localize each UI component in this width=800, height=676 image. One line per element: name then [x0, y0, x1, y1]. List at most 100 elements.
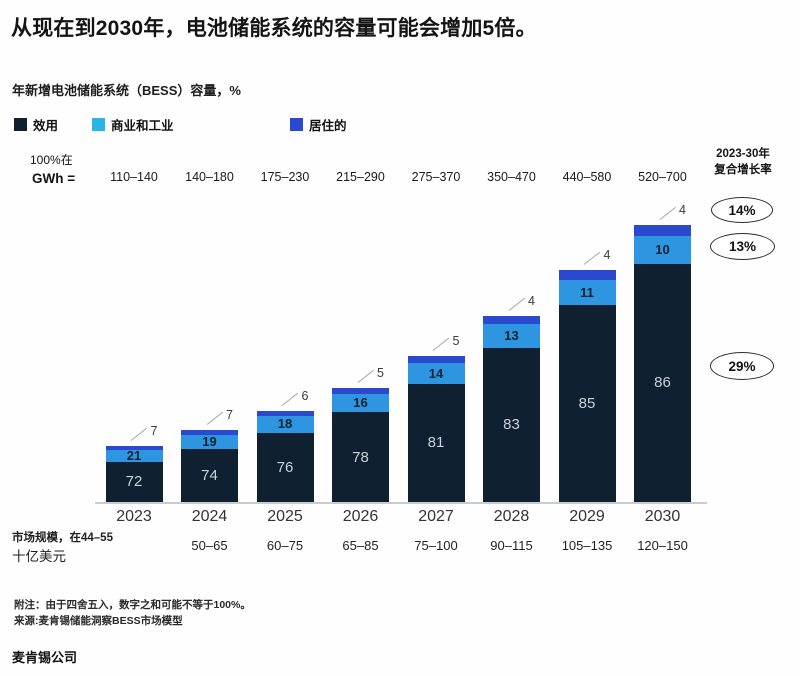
bar-segment-commercial: 11	[558, 279, 616, 306]
year-label: 2024	[191, 508, 228, 525]
legend-swatch-icon	[14, 118, 27, 131]
bar-value-utility: 86	[654, 374, 671, 392]
gwh-value: 215–290	[336, 170, 385, 184]
bar-value-utility: 72	[125, 473, 143, 491]
cagr-oval-commercial: 13%	[710, 233, 775, 260]
bar-segment-utility: 86	[634, 263, 691, 503]
bar-value-commercial: 10	[655, 241, 670, 257]
market-size-value: 105–135	[561, 538, 613, 553]
source-note: 来源:麦肯锡储能洞察BESS市场模型	[14, 615, 183, 627]
market-size-value: 120–150	[637, 538, 688, 553]
x-axis-line	[95, 502, 707, 504]
bar-segment-residential	[634, 224, 691, 236]
bar-value-commercial: 18	[277, 416, 293, 432]
gwh-axis-label-line2: GWh =	[32, 171, 76, 187]
leader-line	[583, 252, 601, 266]
gwh-value: 350–470	[487, 170, 536, 184]
bar-segment-utility: 85	[558, 305, 616, 503]
cagr-header: 2023-30年 复合增长率	[692, 146, 794, 178]
bar-segment-commercial: 10	[634, 235, 691, 264]
year-label: 2028	[493, 508, 530, 525]
bar-segment-residential	[332, 387, 389, 394]
gwh-axis-label-line1: 100%在	[30, 153, 73, 167]
market-size-value: 50–65	[191, 538, 228, 553]
market-size-label-line1: 市场规模，在44–55	[12, 532, 113, 544]
bar-value-residential: 6	[301, 388, 309, 403]
chart-subtitle: 年新增电池储能系统（BESS）容量，%	[12, 83, 241, 98]
legend-swatch-icon	[290, 118, 303, 131]
bar-segment-residential	[483, 316, 540, 324]
market-size-value: 75–100	[414, 538, 458, 553]
bar-segment-utility: 74	[181, 449, 238, 503]
gwh-value: 140–180	[185, 170, 234, 184]
bar-segment-commercial: 14	[407, 363, 465, 384]
market-size-value: 65–85	[342, 538, 379, 553]
leader-line	[206, 411, 223, 425]
bar-value-residential: 5	[377, 365, 384, 380]
bar-segment-residential	[407, 355, 465, 364]
brand-footer: 麦肯锡公司	[12, 650, 78, 665]
year-label: 2029	[569, 508, 605, 525]
bar-segment-commercial: 21	[105, 447, 163, 463]
bar-value-utility: 81	[427, 434, 445, 452]
gwh-value: 275–370	[411, 170, 461, 184]
year-label: 2025	[267, 508, 303, 525]
leader-line	[357, 369, 374, 383]
bar-value-residential: 4	[528, 294, 535, 309]
bar-value-residential: 4	[603, 248, 611, 263]
bar-value-residential: 5	[452, 333, 460, 348]
bar-value-utility: 83	[503, 416, 520, 434]
bar-segment-commercial: 19	[181, 435, 238, 449]
leader-line	[508, 297, 525, 311]
gwh-value: 440–580	[562, 170, 612, 184]
bar-value-commercial: 14	[428, 365, 444, 381]
year-label: 2026	[342, 508, 379, 525]
leader-line	[130, 427, 148, 441]
legend-item-2: 商业和工业	[92, 115, 174, 134]
year-label: 2030	[644, 508, 681, 525]
bar-value-utility: 76	[276, 458, 294, 476]
bar-segment-residential	[181, 430, 238, 436]
gwh-value: 520–700	[638, 170, 687, 184]
gwh-axis-label: 100%在 GWh =	[30, 153, 75, 188]
leader-line	[432, 337, 450, 351]
gwh-value: 110–140	[110, 170, 158, 184]
legend-swatch-icon	[92, 118, 105, 131]
page-title: 从现在到2030年，电池储能系统的容量可能会增加5倍。	[11, 17, 537, 40]
leader-line	[281, 392, 299, 406]
market-size-value: 90–115	[490, 538, 533, 553]
legend-label: 居住的	[309, 119, 347, 133]
bar-segment-commercial: 18	[256, 416, 314, 433]
cagr-oval-residential: 14%	[711, 197, 773, 223]
bar-segment-commercial: 16	[332, 393, 389, 413]
bar-value-commercial: 21	[126, 447, 142, 463]
bar-value-residential: 4	[679, 202, 686, 217]
legend-item-3: 居住的	[290, 115, 347, 134]
market-size-label: 市场规模，在44–55 十亿美元	[12, 532, 113, 565]
bar-value-residential: 7	[150, 424, 158, 438]
legend-label: 效用	[33, 119, 59, 133]
bar-segment-utility: 83	[483, 347, 540, 503]
leader-line	[659, 206, 676, 220]
bar-value-commercial: 19	[202, 434, 217, 450]
bar-segment-residential	[256, 410, 314, 417]
bar-value-residential: 7	[226, 408, 233, 423]
legend-label: 商业和工业	[111, 119, 174, 133]
bar-value-commercial: 16	[353, 394, 368, 410]
footnote: 附注：由于四舍五入，数字之和可能不等于100%。	[14, 599, 251, 611]
bar-segment-utility: 81	[407, 383, 465, 503]
bar-value-commercial: 11	[580, 284, 594, 300]
bar-value-commercial: 13	[504, 327, 519, 343]
bar-value-utility: 78	[352, 448, 369, 466]
cagr-header-line2: 复合增长率	[714, 164, 772, 177]
legend-item-1: 效用	[14, 115, 58, 134]
cagr-header-line1: 2023-30年	[716, 148, 770, 160]
bar-segment-residential	[558, 270, 616, 280]
gwh-value: 175–230	[260, 170, 310, 184]
year-label: 2023	[116, 508, 152, 525]
market-size-label-line2: 十亿美元	[12, 548, 66, 564]
bar-segment-commercial: 13	[483, 323, 540, 348]
bar-segment-utility: 78	[332, 412, 389, 503]
bar-segment-residential	[105, 446, 163, 450]
